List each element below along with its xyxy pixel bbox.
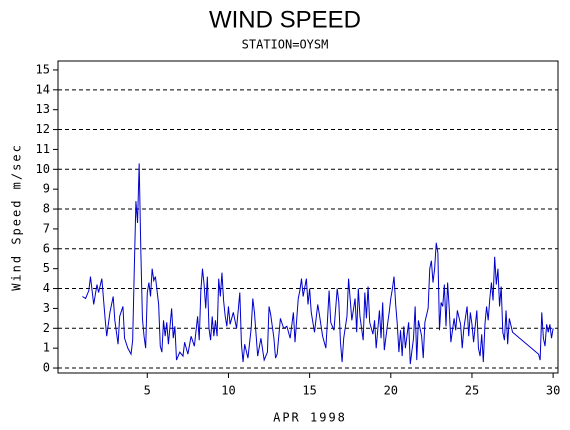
y-tick-label: 9: [43, 182, 50, 196]
x-tick-label: 10: [221, 384, 235, 398]
data-line: [82, 163, 554, 365]
x-tick-label: 15: [302, 384, 316, 398]
chart-subtitle: STATION=OYSM: [242, 38, 329, 52]
x-tick-label: 25: [465, 384, 479, 398]
y-tick-label: 8: [43, 202, 50, 216]
y-tick-label: 0: [43, 361, 50, 375]
y-tick-label: 14: [36, 82, 50, 96]
y-tick-label: 11: [36, 142, 50, 156]
plot-frame: [57, 60, 559, 374]
x-tick-label: 20: [384, 384, 398, 398]
y-tick-label: 2: [43, 321, 50, 335]
y-tick-label: 1: [43, 341, 50, 355]
y-tick-label: 7: [43, 221, 50, 235]
x-tick-label: 30: [546, 384, 560, 398]
y-tick-label: 5: [43, 261, 50, 275]
y-tick-label: 6: [43, 241, 50, 255]
x-tick-label: 5: [144, 384, 151, 398]
chart-title: WIND SPEED: [209, 6, 361, 33]
y-tick-label: 3: [43, 301, 50, 315]
y-tick-label: 12: [36, 122, 50, 136]
x-axis-label: APR 1998: [273, 411, 347, 425]
y-tick-label: 15: [36, 62, 50, 76]
y-tick-label: 4: [43, 281, 50, 295]
y-axis-label: Wind Speed m/sec: [10, 143, 24, 291]
y-tick-label: 13: [36, 102, 50, 116]
y-tick-label: 10: [36, 162, 50, 176]
